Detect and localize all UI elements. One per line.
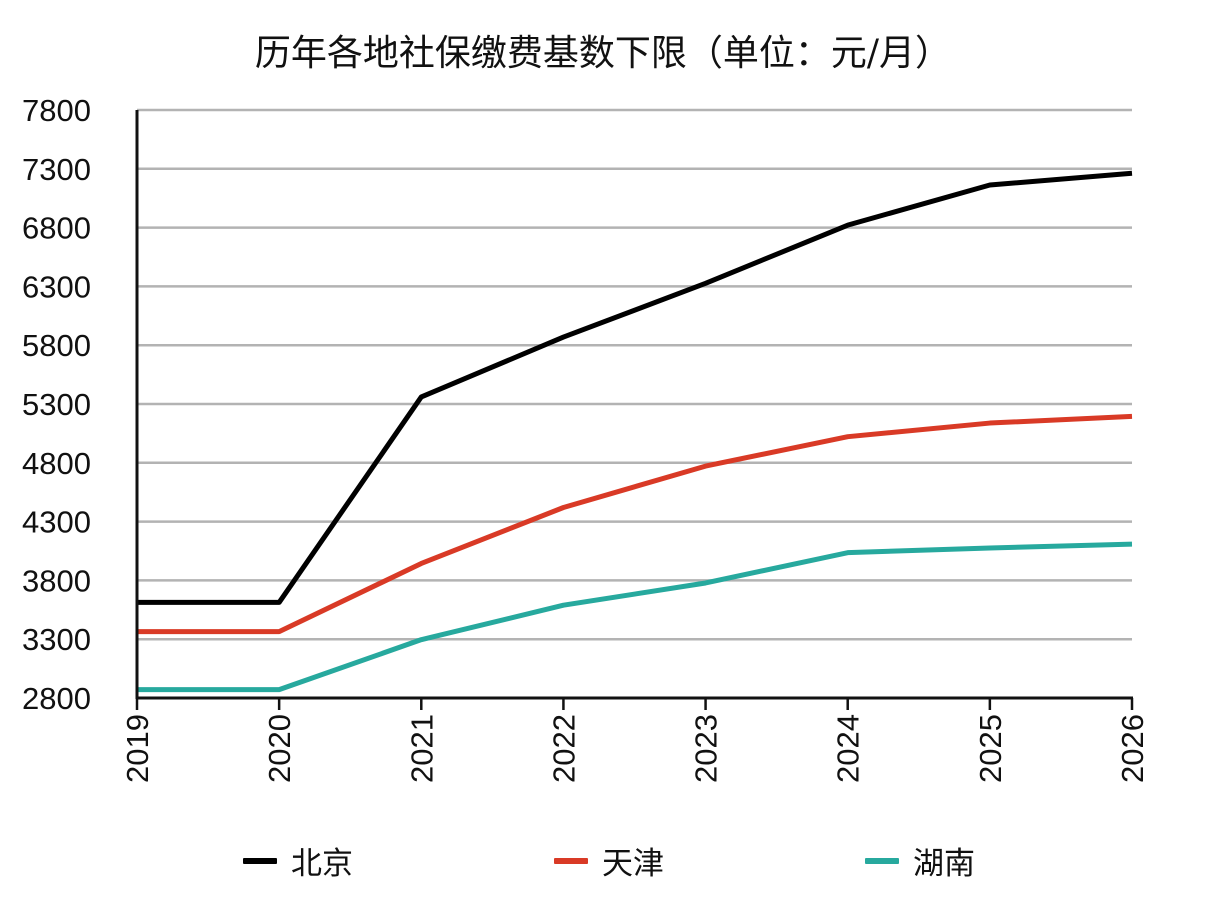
y-tick-label: 7300 — [22, 152, 91, 187]
y-tick-label: 5300 — [22, 387, 91, 422]
chart-title: 历年各地社保缴费基数下限（单位：元/月） — [254, 33, 952, 74]
x-tick-label: 2020 — [262, 714, 297, 783]
y-tick-label: 2800 — [22, 681, 91, 716]
y-tick-label: 4300 — [22, 505, 91, 540]
legend-item-beijing: 北京 — [243, 838, 353, 883]
series-lines — [136, 170, 1133, 693]
x-tick-label: 2023 — [689, 714, 724, 783]
y-tick-label: 4800 — [22, 446, 91, 481]
x-tick-label: 2021 — [404, 714, 439, 783]
gridlines — [137, 108, 1132, 641]
y-tick-label: 7800 — [22, 93, 91, 128]
series-line-0 — [137, 170, 1133, 605]
y-tick-label: 5800 — [22, 328, 91, 363]
axes — [135, 110, 1134, 710]
legend-label-tianjin: 天津 — [602, 846, 664, 882]
y-tick-label: 6800 — [22, 211, 91, 246]
legend-item-tianjin: 天津 — [554, 838, 664, 883]
x-tick-label: 2026 — [1115, 714, 1150, 783]
legend-swatch-beijing — [243, 857, 277, 864]
legend: 北京 天津 湖南 — [0, 838, 1206, 882]
legend-item-hunan: 湖南 — [865, 838, 975, 883]
y-tick-label: 6300 — [22, 269, 91, 304]
x-axis-ticks: 2019 2020 2021 2022 2023 2024 2025 2026 — [120, 714, 1150, 783]
legend-label-hunan: 湖南 — [913, 846, 975, 882]
series-line-2 — [137, 541, 1133, 693]
x-tick-label: 2025 — [973, 714, 1008, 783]
y-axis-ticks: 2800 3300 3800 4300 4800 5300 5800 6300 6800 7300… — [22, 93, 91, 716]
x-tick-label: 2022 — [546, 714, 581, 783]
legend-swatch-hunan — [865, 857, 899, 864]
x-tick-label: 2024 — [831, 714, 866, 783]
x-tick-label: 2019 — [120, 714, 155, 783]
series-line-1 — [137, 413, 1133, 635]
y-tick-label: 3300 — [22, 622, 91, 657]
legend-swatch-tianjin — [554, 857, 588, 864]
legend-label-beijing: 北京 — [291, 846, 353, 882]
y-tick-label: 3800 — [22, 563, 91, 598]
